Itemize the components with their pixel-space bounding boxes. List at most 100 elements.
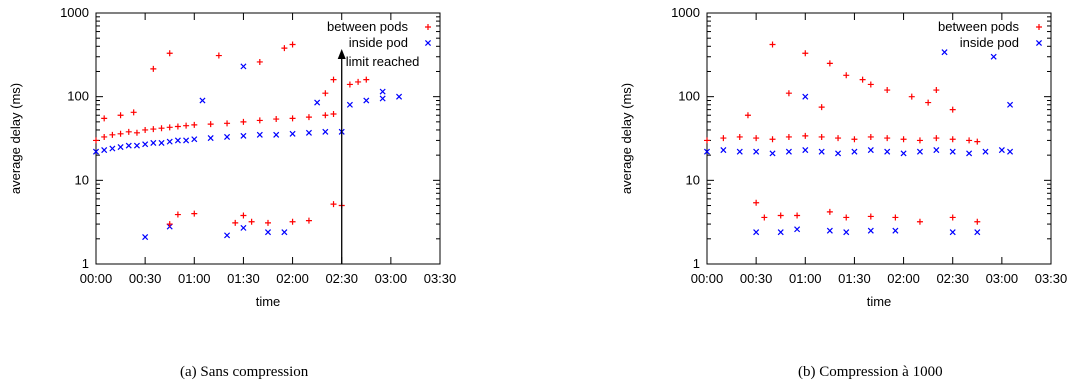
data-point-inside-pod xyxy=(256,131,263,138)
x-axis-label: time xyxy=(256,294,281,309)
data-point-between-pods xyxy=(974,218,981,225)
data-point-inside-pod xyxy=(974,229,981,236)
data-point-inside-pod xyxy=(273,131,280,138)
data-point-inside-pod xyxy=(916,148,923,155)
data-point-between-pods xyxy=(916,137,923,144)
chart-panel-a: 1 10 100 1000 00:00 00:30 01:00 01:30 02:00 02:30… xyxy=(8,5,456,309)
data-point-between-pods xyxy=(744,112,751,119)
data-point-inside-pod xyxy=(158,139,165,146)
data-point-inside-pod xyxy=(802,147,809,154)
y-tick-label: 1 xyxy=(693,256,700,271)
data-point-between-pods xyxy=(761,214,768,221)
data-point-inside-pod xyxy=(322,128,329,135)
data-point-inside-pod xyxy=(346,101,353,108)
legend-marker-inside-pod xyxy=(1035,39,1043,47)
data-point-between-pods xyxy=(248,218,255,225)
data-point-between-pods xyxy=(867,213,874,220)
annotation-arrow-head xyxy=(337,49,346,59)
data-point-between-pods xyxy=(867,81,874,88)
data-point-inside-pod xyxy=(363,97,370,104)
data-point-between-pods xyxy=(949,136,956,143)
y-axis-label: average delay (ms) xyxy=(8,83,23,194)
y-axis-label: average delay (ms) xyxy=(619,83,634,194)
data-point-between-pods xyxy=(232,219,239,226)
data-point-inside-pod xyxy=(1007,148,1014,155)
data-point-inside-pod xyxy=(966,150,973,157)
data-point-between-pods xyxy=(158,125,165,132)
legend-label: between pods xyxy=(938,19,1019,34)
data-point-between-pods xyxy=(753,135,760,142)
data-point-inside-pod xyxy=(396,93,403,100)
caption-b: (b) Compression à 1000 xyxy=(798,364,943,380)
x-tick-label: 03:00 xyxy=(986,271,1019,286)
data-point-inside-pod xyxy=(818,148,825,155)
data-point-between-pods xyxy=(240,118,247,125)
data-point-between-pods xyxy=(826,208,833,215)
data-point-inside-pod xyxy=(224,232,231,239)
x-tick-label: 00:30 xyxy=(740,271,773,286)
data-point-between-pods xyxy=(785,90,792,97)
data-point-between-pods xyxy=(133,129,140,136)
x-tick-label: 01:30 xyxy=(227,271,260,286)
data-point-between-pods xyxy=(207,121,214,128)
data-point-inside-pod xyxy=(998,147,1005,154)
data-point-between-pods xyxy=(166,221,173,228)
data-point-between-pods xyxy=(256,117,263,124)
data-point-between-pods xyxy=(908,93,915,100)
data-point-inside-pod xyxy=(240,224,247,231)
data-point-between-pods xyxy=(892,214,899,221)
data-point-between-pods xyxy=(355,78,362,85)
data-point-between-pods xyxy=(322,112,329,119)
data-point-inside-pod xyxy=(794,226,801,233)
data-point-inside-pod xyxy=(900,150,907,157)
legend-marker-between-pods xyxy=(425,24,431,30)
data-point-inside-pod xyxy=(281,229,288,236)
data-point-between-pods xyxy=(125,128,132,135)
data-point-inside-pod xyxy=(892,227,899,234)
data-point-between-pods xyxy=(224,120,231,127)
x-tick-label: 00:00 xyxy=(691,271,724,286)
data-point-between-pods xyxy=(191,121,198,128)
data-point-inside-pod xyxy=(982,148,989,155)
x-tick-label: 01:30 xyxy=(838,271,871,286)
data-point-between-pods xyxy=(974,138,981,145)
data-point-inside-pod xyxy=(174,137,181,144)
data-point-inside-pod xyxy=(207,135,214,142)
data-point-inside-pod xyxy=(867,227,874,234)
data-point-inside-pod xyxy=(109,145,116,152)
x-tick-label: 03:30 xyxy=(1035,271,1068,286)
data-point-between-pods xyxy=(785,133,792,140)
data-point-inside-pod xyxy=(133,142,140,149)
data-point-inside-pod xyxy=(240,132,247,139)
data-point-inside-pod xyxy=(753,229,760,236)
data-point-inside-pod xyxy=(379,88,386,95)
data-point-inside-pod xyxy=(150,139,157,146)
data-point-between-pods xyxy=(256,58,263,65)
data-point-between-pods xyxy=(130,109,137,116)
data-point-inside-pod xyxy=(990,53,997,60)
x-tick-label: 00:00 xyxy=(80,271,113,286)
data-point-between-pods xyxy=(818,104,825,111)
data-point-between-pods xyxy=(704,137,710,144)
data-point-inside-pod xyxy=(191,136,198,143)
data-point-between-pods xyxy=(150,126,157,133)
data-point-between-pods xyxy=(720,135,727,142)
data-point-between-pods xyxy=(802,50,809,57)
data-point-between-pods xyxy=(916,218,923,225)
data-point-inside-pod xyxy=(720,147,727,154)
data-point-inside-pod xyxy=(101,147,108,154)
data-point-inside-pod xyxy=(240,63,247,70)
data-point-inside-pod xyxy=(224,133,231,140)
y-tick-label: 10 xyxy=(75,172,89,187)
data-point-between-pods xyxy=(265,219,271,226)
data-point-between-pods xyxy=(240,212,247,219)
data-point-inside-pod xyxy=(289,130,296,137)
data-point-between-pods xyxy=(802,132,809,139)
y-tick-label: 100 xyxy=(678,89,700,104)
data-point-between-pods xyxy=(174,211,181,218)
x-tick-label: 01:00 xyxy=(789,271,822,286)
data-point-inside-pod xyxy=(166,138,173,145)
legend-label: inside pod xyxy=(960,35,1019,50)
x-axis-label: time xyxy=(867,294,892,309)
